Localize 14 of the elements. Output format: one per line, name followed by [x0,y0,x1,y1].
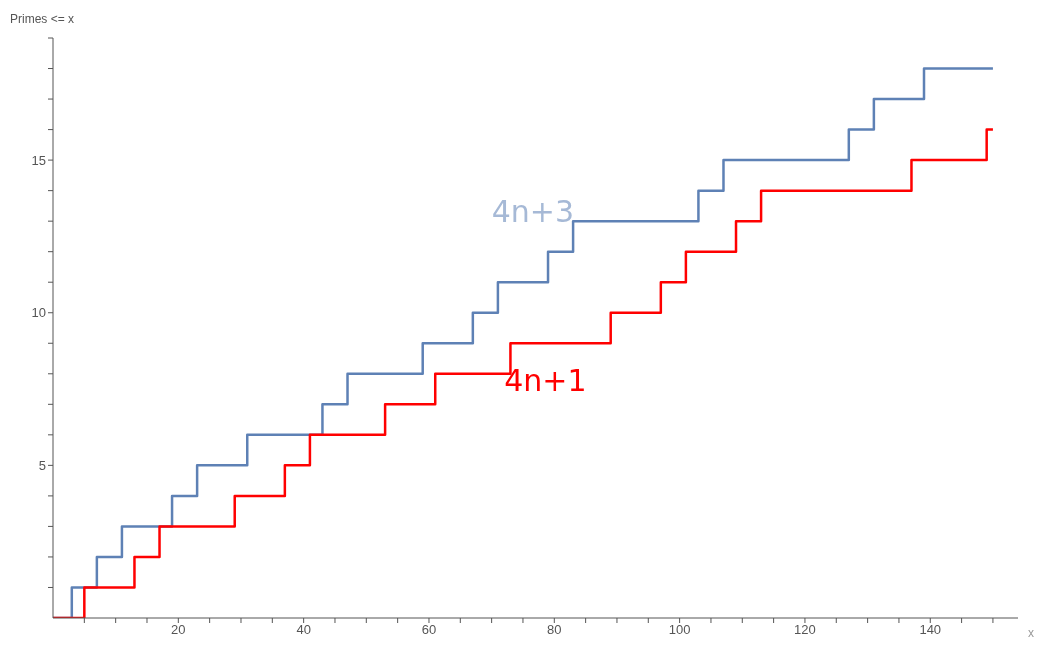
y-tick-label: 10 [31,305,46,321]
x-tick-label: 100 [668,622,691,638]
x-tick-label: 60 [421,622,437,638]
y-tick-label: 5 [38,457,46,473]
x-tick-label: 120 [794,622,816,638]
x-tick-label: 140 [919,622,942,638]
y-tick-label: 15 [31,152,46,168]
series-label: 4n+3 [491,194,575,230]
y-axis-title: Primes <= x [10,12,75,26]
series-label: 4n+1 [504,363,587,399]
x-tick-label: 40 [296,622,311,638]
x-tick-label: 20 [171,622,186,638]
x-axis-title: x [1028,626,1034,641]
x-tick-label: 80 [547,622,562,638]
